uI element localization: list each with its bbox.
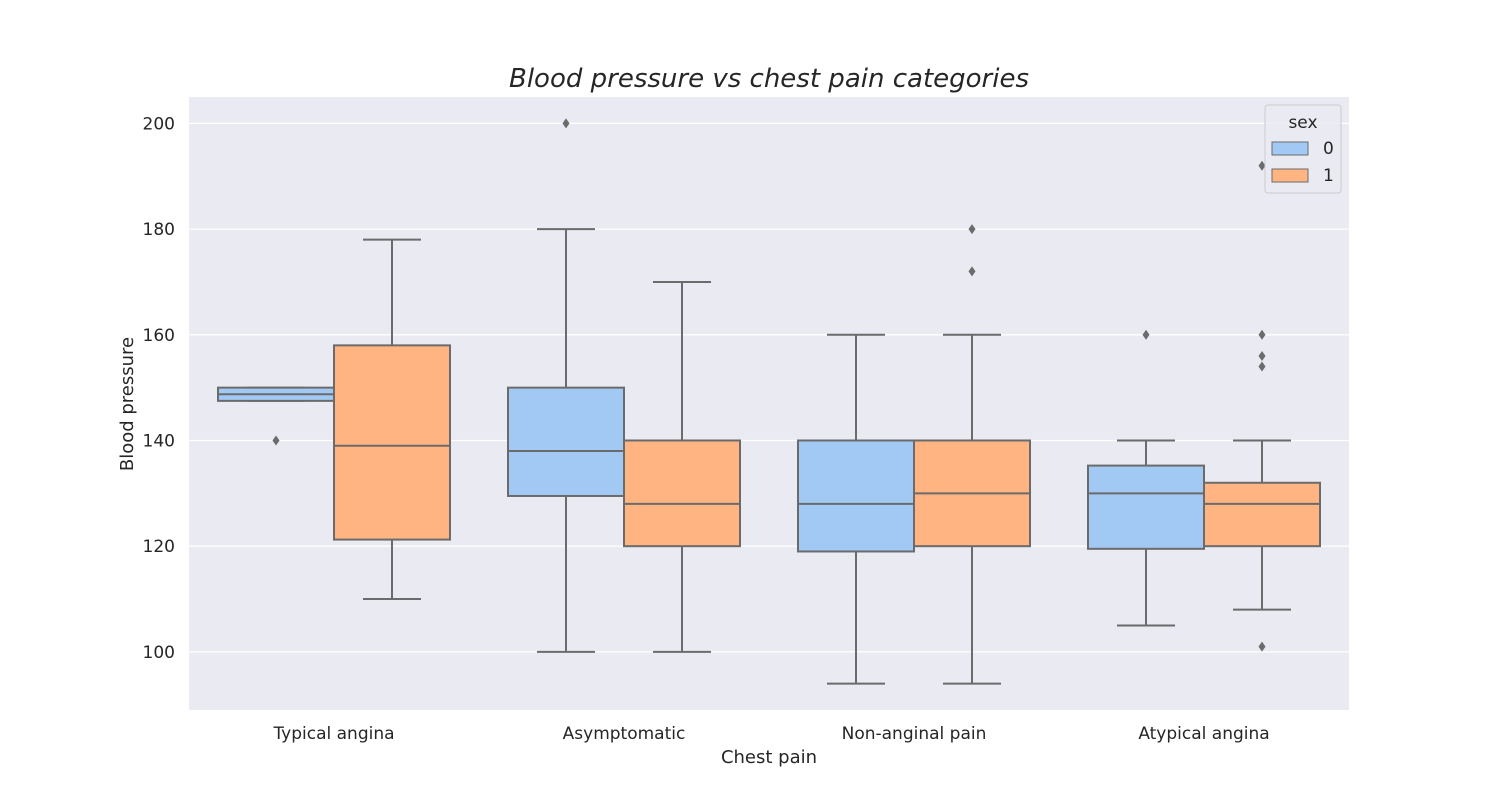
outlier-point bbox=[1258, 160, 1266, 171]
legend-label-1: 1 bbox=[1323, 166, 1334, 186]
y-tick-label-200: 200 bbox=[143, 114, 175, 134]
x-tick-label-3: Atypical angina bbox=[1138, 724, 1269, 744]
outlier-point bbox=[1142, 329, 1150, 340]
legend-items: 01 bbox=[1271, 139, 1334, 186]
outlier-point bbox=[968, 224, 976, 235]
box-body bbox=[797, 439, 915, 553]
y-tick-label-140: 140 bbox=[143, 431, 175, 451]
legend-swatch-1 bbox=[1271, 168, 1309, 183]
outlier-point bbox=[1258, 350, 1266, 361]
legend-swatch-0 bbox=[1271, 141, 1309, 156]
outlier-point bbox=[562, 118, 570, 129]
box-groups bbox=[217, 118, 1321, 685]
box-1-2 bbox=[913, 224, 1031, 685]
legend-label-0: 0 bbox=[1323, 139, 1334, 159]
box-0-0 bbox=[217, 386, 335, 446]
x-axis-label: Chest pain bbox=[721, 747, 817, 768]
outlier-point bbox=[1258, 361, 1266, 372]
outlier-point bbox=[1258, 641, 1266, 652]
box-body bbox=[507, 386, 625, 497]
x-tick-label-1: Asymptomatic bbox=[563, 724, 686, 744]
box-body bbox=[1087, 464, 1205, 550]
box-0-2 bbox=[797, 333, 915, 685]
y-tick-labels: 100 120 140 160 180 200 bbox=[143, 114, 175, 662]
box-1-1 bbox=[623, 280, 741, 653]
y-tick-label-100: 100 bbox=[143, 643, 175, 663]
y-tick-label-180: 180 bbox=[143, 220, 175, 240]
legend: sex 01 bbox=[1264, 104, 1342, 194]
box-1-3 bbox=[1203, 160, 1321, 652]
y-tick-label-120: 120 bbox=[143, 537, 175, 557]
outlier-point bbox=[272, 435, 280, 446]
y-axis-label: Blood pressure bbox=[117, 337, 138, 471]
x-tick-label-0: Typical angina bbox=[272, 724, 394, 744]
x-tick-label-2: Non-anginal pain bbox=[842, 724, 987, 744]
box-1-0 bbox=[333, 238, 451, 601]
box-body bbox=[1203, 481, 1321, 548]
outlier-point bbox=[1258, 329, 1266, 340]
legend-title: sex bbox=[1288, 113, 1317, 133]
x-tick-labels: Typical angina Asymptomatic Non-anginal pa… bbox=[272, 724, 1269, 744]
box-body bbox=[333, 344, 451, 541]
outlier-point bbox=[968, 266, 976, 277]
chart-title: Blood pressure vs chest pain categories bbox=[509, 64, 1029, 94]
box-0-1 bbox=[507, 118, 625, 653]
y-tick-label-160: 160 bbox=[143, 326, 175, 346]
box-body bbox=[623, 439, 741, 548]
